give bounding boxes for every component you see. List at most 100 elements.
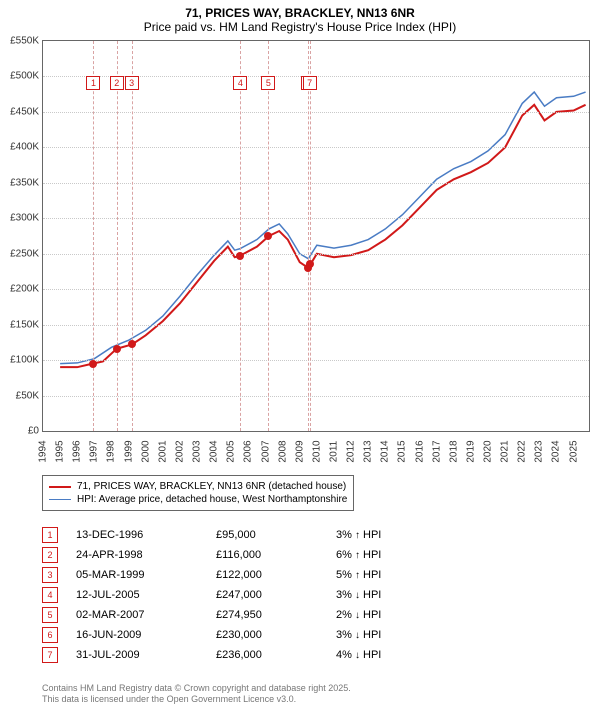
transaction-number: 3 [42,567,58,583]
arrow-up-icon: ↑ [355,530,360,541]
gridline [43,325,589,326]
y-axis-label: £400K [3,142,39,153]
price-marker-dot [113,345,121,353]
gridline [43,183,589,184]
x-axis-label: 2016 [414,437,425,467]
transaction-row: 6 16-JUN-2009£230,0003% ↓ HPI [42,625,562,645]
chart-lines [43,41,589,431]
footer-attribution: Contains HM Land Registry data © Crown c… [42,683,351,706]
price-marker-dot [306,260,314,268]
gridline [43,218,589,219]
gridline [43,396,589,397]
transaction-pct: 3% ↓ HPI [336,629,456,641]
transaction-pct: 4% ↓ HPI [336,649,456,661]
chart-title-address: 71, PRICES WAY, BRACKLEY, NN13 6NR [0,6,600,20]
transaction-price: £116,000 [216,549,336,561]
x-axis-label: 2025 [568,437,579,467]
transaction-pct: 6% ↑ HPI [336,549,456,561]
legend-row: HPI: Average price, detached house, West… [49,493,347,506]
transaction-date: 16-JUN-2009 [76,629,216,641]
x-axis-label: 1996 [72,437,83,467]
y-axis-label: £50K [3,390,39,401]
transaction-price: £230,000 [216,629,336,641]
gridline [43,360,589,361]
x-axis-label: 2011 [328,437,339,467]
legend-swatch [49,486,71,488]
price-marker-dot [128,340,136,348]
x-axis-label: 2005 [226,437,237,467]
transaction-row: 113-DEC-1996£95,0003% ↑ HPI [42,525,562,545]
y-axis-label: £250K [3,248,39,259]
footer-line1: Contains HM Land Registry data © Crown c… [42,683,351,695]
y-axis-label: £100K [3,355,39,366]
transaction-date: 05-MAR-1999 [76,569,216,581]
price-marker-dot [264,232,272,240]
price-marker-dot [89,360,97,368]
transaction-number: 1 [42,527,58,543]
x-axis-label: 2022 [517,437,528,467]
arrow-down-icon: ↓ [355,610,360,621]
title-block: 71, PRICES WAY, BRACKLEY, NN13 6NR Price… [0,0,600,34]
series-line [60,105,585,367]
x-axis-label: 2001 [157,437,168,467]
x-axis-label: 1998 [106,437,117,467]
transaction-number: 4 [42,587,58,603]
arrow-up-icon: ↑ [355,550,360,561]
transaction-number: 7 [42,647,58,663]
transaction-pct: 2% ↓ HPI [336,609,456,621]
series-line [60,92,585,364]
y-axis-label: £350K [3,177,39,188]
gridline [43,112,589,113]
y-axis-label: £300K [3,213,39,224]
price-marker-number: 3 [125,76,139,90]
transaction-date: 31-JUL-2009 [76,649,216,661]
x-axis-label: 2009 [294,437,305,467]
x-axis-label: 1997 [89,437,100,467]
transaction-row: 731-JUL-2009£236,0004% ↓ HPI [42,645,562,665]
arrow-down-icon: ↓ [355,650,360,661]
y-axis-label: £550K [3,36,39,47]
price-marker-number: 7 [303,76,317,90]
transaction-pct: 5% ↑ HPI [336,569,456,581]
event-vline [240,41,241,431]
x-axis-label: 2008 [277,437,288,467]
x-axis-label: 2013 [363,437,374,467]
y-axis-label: £500K [3,71,39,82]
x-axis-label: 2010 [311,437,322,467]
transaction-row: 224-APR-1998£116,0006% ↑ HPI [42,545,562,565]
footer-line2: This data is licensed under the Open Gov… [42,694,351,706]
legend: 71, PRICES WAY, BRACKLEY, NN13 6NR (deta… [42,475,354,511]
x-axis-label: 2023 [534,437,545,467]
x-axis-label: 2024 [551,437,562,467]
x-axis-label: 2021 [500,437,511,467]
arrow-up-icon: ↑ [355,570,360,581]
y-axis-label: £450K [3,106,39,117]
transaction-date: 13-DEC-1996 [76,529,216,541]
gridline [43,254,589,255]
transaction-price: £274,950 [216,609,336,621]
event-vline [117,41,118,431]
transaction-number: 6 [42,627,58,643]
x-axis-label: 2004 [209,437,220,467]
legend-label: 71, PRICES WAY, BRACKLEY, NN13 6NR (deta… [77,481,346,492]
arrow-down-icon: ↓ [355,590,360,601]
transaction-price: £122,000 [216,569,336,581]
figure: 71, PRICES WAY, BRACKLEY, NN13 6NR Price… [0,0,600,710]
legend-row: 71, PRICES WAY, BRACKLEY, NN13 6NR (deta… [49,480,347,493]
transaction-price: £247,000 [216,589,336,601]
transaction-price: £95,000 [216,529,336,541]
chart-title-subtitle: Price paid vs. HM Land Registry's House … [0,20,600,34]
event-vline [310,41,311,431]
transaction-row: 412-JUL-2005£247,0003% ↓ HPI [42,585,562,605]
x-axis-label: 2019 [465,437,476,467]
price-marker-dot [236,252,244,260]
x-axis-label: 2018 [448,437,459,467]
gridline [43,289,589,290]
transaction-row: 502-MAR-2007£274,9502% ↓ HPI [42,605,562,625]
legend-label: HPI: Average price, detached house, West… [77,494,347,505]
transaction-date: 24-APR-1998 [76,549,216,561]
transaction-row: 3 05-MAR-1999£122,0005% ↑ HPI [42,565,562,585]
price-marker-number: 1 [86,76,100,90]
x-axis-label: 2006 [243,437,254,467]
event-vline [132,41,133,431]
